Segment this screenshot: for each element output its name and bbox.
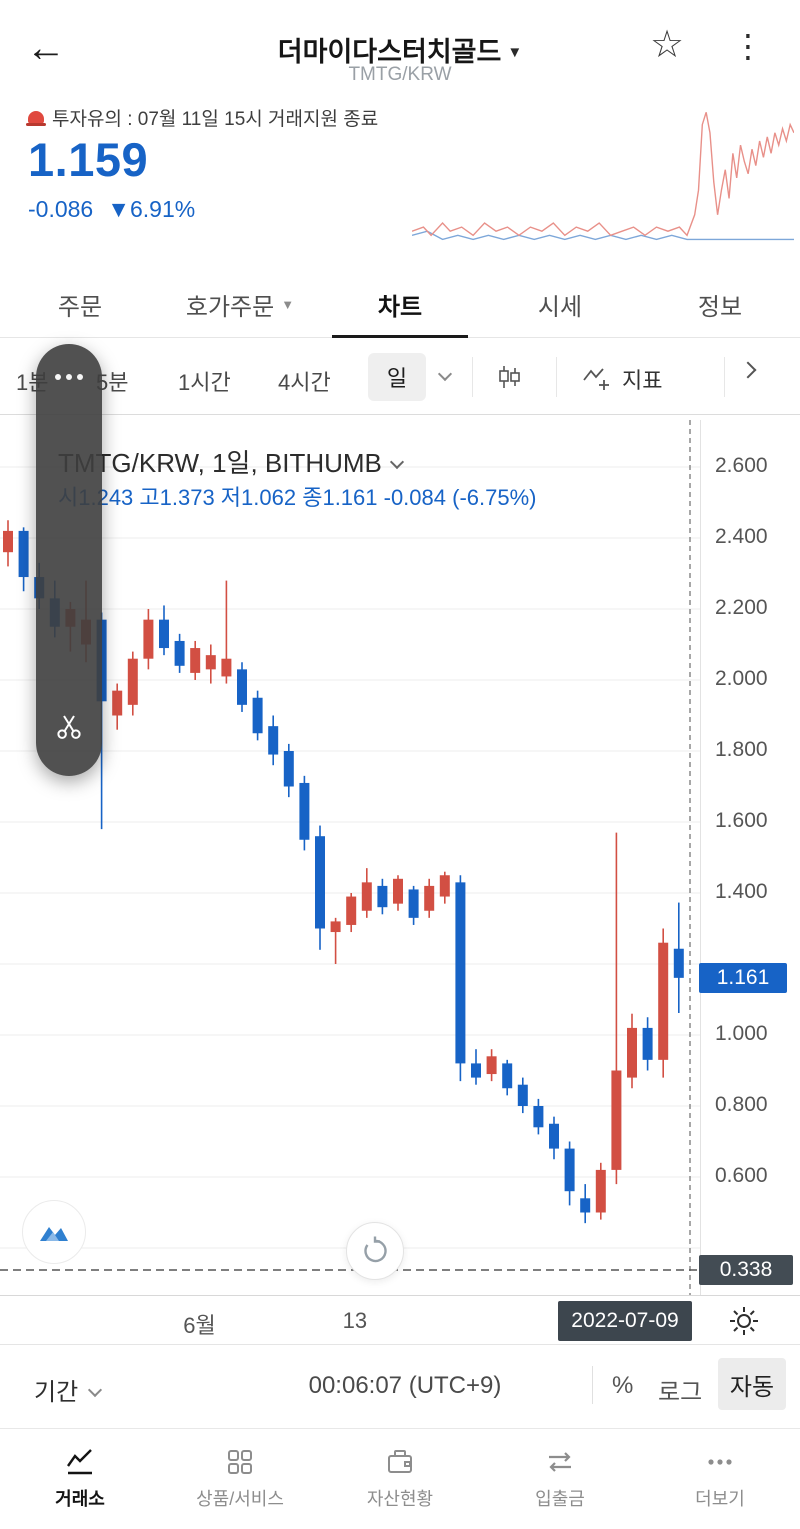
refresh-icon — [364, 1236, 387, 1263]
legend-chevron-down-icon — [389, 454, 404, 469]
tab-label: 호가주문 — [185, 294, 275, 321]
footer-divider — [592, 1366, 593, 1404]
price-axis[interactable]: 2.600 2.400 2.200 2.000 1.800 1.600 1.400 1.000… — [700, 420, 800, 1295]
tab-caret-icon: ▼ — [281, 297, 295, 312]
crosshair-date-badge: 2022-07-09 — [558, 1301, 692, 1341]
toolbar-divider — [472, 357, 473, 397]
warning-text: 투자유의 : 07월 11일 15시 거래지원 종료 — [52, 109, 379, 130]
title-row: 더마이다스터치골드 ▼ — [0, 30, 800, 69]
mini-sparkline-chart — [412, 100, 794, 264]
y-axis-label: 1.800 — [715, 738, 768, 761]
symbol-subtitle: TMTG/KRW — [348, 64, 452, 85]
y-axis-label: 1.400 — [715, 880, 768, 903]
favorite-star-icon[interactable]: ☆ — [650, 24, 685, 66]
y-axis-label: 0.600 — [715, 1164, 768, 1187]
nav-more[interactable]: 더보기 — [640, 1429, 800, 1529]
investment-warning: 투자유의 : 07월 11일 15시 거래지원 종료 — [26, 104, 379, 131]
tab-label: 주문 — [57, 294, 103, 321]
change-amount: -0.086 — [28, 196, 94, 222]
tab-label: 차트 — [377, 294, 423, 321]
pill-dots-icon[interactable] — [36, 374, 102, 380]
more-dots-icon — [708, 1459, 732, 1465]
indicator-label: 지표 — [622, 368, 663, 393]
period-label: 기간 — [34, 1379, 79, 1406]
auto-scale-button[interactable]: 자동 — [718, 1358, 786, 1410]
bottom-navigation: 거래소 상품/서비스 자산현황 입출금 더보기 — [0, 1428, 800, 1529]
main-tabs: 주문 호가주문 ▼ 차트 시세 정보 — [0, 272, 800, 338]
page-title[interactable]: 더마이다스터치골드 — [277, 37, 502, 67]
timeframe-4h[interactable]: 4시간 — [278, 370, 331, 395]
tab-order[interactable]: 주문 — [0, 272, 160, 337]
more-menu-icon[interactable]: ⋮ — [732, 28, 764, 64]
nav-exchange[interactable]: 거래소 — [0, 1429, 160, 1529]
scissors-icon[interactable] — [54, 711, 84, 746]
legend-symbol-text: TMTG/KRW, 1일, BITHUMB — [58, 448, 382, 478]
tab-label: 정보 — [697, 294, 743, 321]
active-tab-underline — [332, 335, 468, 338]
x-axis-label: 13 — [342, 1308, 368, 1333]
y-axis-label: 2.400 — [715, 525, 768, 548]
nav-assets[interactable]: 자산현황 — [320, 1429, 480, 1529]
grid-icon — [228, 1450, 252, 1474]
alert-price-badge: 0.338 — [699, 1255, 793, 1285]
change-percent: ▼6.91% — [107, 196, 196, 222]
indicator-icon — [583, 368, 609, 390]
toolbar-next-chevron-icon[interactable] — [739, 361, 757, 381]
last-price-badge: 1.161 — [699, 962, 787, 993]
nav-label: 입출금 — [535, 1489, 585, 1509]
toolbar-divider — [724, 357, 725, 397]
siren-icon — [26, 111, 46, 126]
nav-deposit-withdraw[interactable]: 입출금 — [480, 1429, 640, 1529]
y-axis-label: 0.800 — [715, 1093, 768, 1116]
tab-price[interactable]: 시세 — [480, 272, 640, 337]
chart-style-button[interactable] — [22, 1200, 86, 1264]
period-chevron-down-icon — [88, 1382, 103, 1397]
y-axis-label: 1.600 — [715, 809, 768, 832]
nav-label: 더보기 — [695, 1489, 745, 1509]
tab-chart[interactable]: 차트 — [320, 272, 480, 338]
period-button[interactable]: 기간 — [34, 1372, 103, 1407]
y-axis-label: 1.000 — [715, 1022, 768, 1045]
sparkline-svg — [412, 100, 794, 264]
candle-style-icon[interactable] — [496, 363, 524, 396]
chart-legend-symbol[interactable]: TMTG/KRW, 1일, BITHUMB — [58, 443, 404, 480]
timeframe-selected-day[interactable]: 일 — [368, 353, 426, 401]
chart-toolbar: 1분 5분 1시간 4시간 일 지표 — [0, 339, 800, 415]
y-axis-label: 2.200 — [715, 596, 768, 619]
tab-info[interactable]: 정보 — [640, 272, 800, 337]
toolbar-divider — [556, 357, 557, 397]
timeframe-1h[interactable]: 1시간 — [178, 370, 231, 395]
price-change: -0.086 ▼6.91% — [28, 196, 195, 223]
nav-label: 거래소 — [55, 1489, 105, 1509]
exchange-chart-icon — [67, 1449, 92, 1475]
indicator-button[interactable]: 지표 — [582, 363, 662, 395]
x-axis-label: 6월 — [183, 1313, 216, 1338]
nav-label: 상품/서비스 — [196, 1489, 284, 1509]
tab-orderbook[interactable]: 호가주문 ▼ — [160, 272, 320, 337]
timeframe-chevron-down-icon[interactable] — [437, 366, 453, 382]
wallet-icon — [388, 1450, 412, 1473]
nav-products[interactable]: 상품/서비스 — [160, 1429, 320, 1529]
current-price: 1.159 — [28, 133, 149, 186]
percent-scale-button[interactable]: % — [612, 1372, 634, 1399]
tab-label: 시세 — [537, 294, 583, 321]
log-scale-button[interactable]: 로그 — [658, 1379, 703, 1406]
transfer-arrows-icon — [549, 1452, 571, 1472]
nav-label: 자산현황 — [366, 1489, 434, 1509]
clock-utc: 00:06:07 (UTC+9) — [308, 1372, 502, 1399]
y-axis-label: 2.600 — [715, 454, 768, 477]
title-caret-icon: ▼ — [507, 44, 523, 61]
refresh-button[interactable] — [346, 1222, 404, 1280]
chart-legend-ohlc: 시1.243 고1.373 저1.062 종1.161 -0.084 (-6.7… — [58, 485, 537, 510]
mountain-chart-icon — [40, 1227, 68, 1241]
time-axis[interactable]: 6월 13 2022-07-09 — [0, 1295, 800, 1345]
floating-assistant-pill[interactable] — [36, 344, 102, 776]
back-button[interactable]: ← — [26, 26, 66, 70]
y-axis-label: 2.000 — [715, 667, 768, 690]
candlestick-chart[interactable] — [0, 420, 700, 1295]
axis-settings-sun-icon[interactable] — [726, 1303, 762, 1344]
